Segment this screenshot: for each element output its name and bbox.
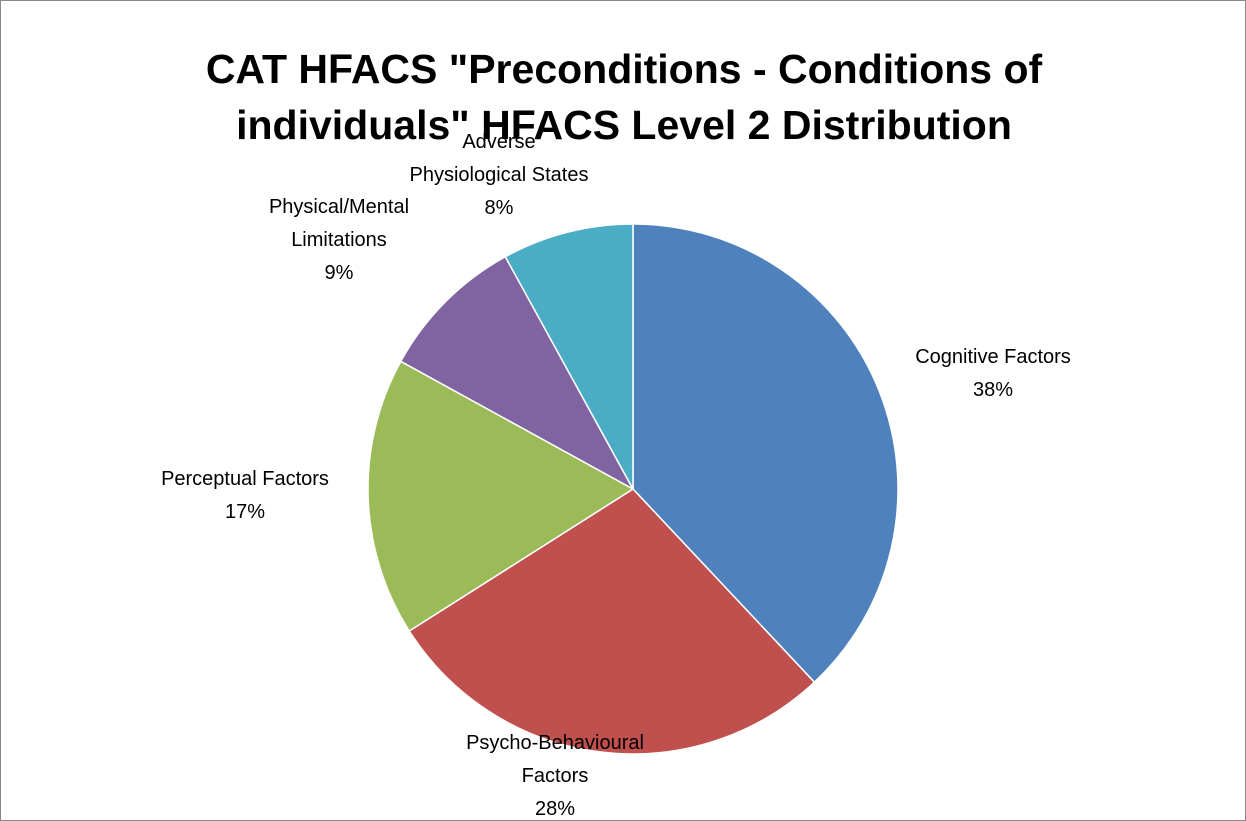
category-name: Cognitive Factors bbox=[915, 346, 1071, 368]
value-label: 8% bbox=[484, 197, 514, 219]
pie-slice bbox=[504, 223, 634, 490]
pie-slice bbox=[367, 360, 635, 633]
value-label: 38% bbox=[972, 379, 1014, 401]
pie-slice bbox=[399, 255, 635, 491]
pie-slice bbox=[632, 223, 899, 684]
slice-label: Adverse Physiological States 8% bbox=[409, 126, 589, 225]
slice-label: Physical/Mental Limitations 9% bbox=[239, 191, 439, 290]
category-name: Perceptual Factors bbox=[161, 468, 329, 490]
pie-slice bbox=[408, 488, 816, 755]
value-label: 17% bbox=[224, 501, 266, 523]
slice-label: Cognitive Factors 38% bbox=[873, 341, 1113, 407]
slice-label: Psycho-Behavioural Factors 28% bbox=[435, 727, 675, 820]
category-name: Adverse Physiological States bbox=[409, 131, 589, 186]
value-label: 28% bbox=[534, 798, 576, 820]
category-name: Psycho-Behavioural Factors bbox=[466, 732, 644, 787]
value-label: 9% bbox=[324, 262, 354, 284]
chart-title: CAT HFACS "Preconditions - Conditions of… bbox=[205, 46, 1043, 148]
slice-label: Perceptual Factors 17% bbox=[125, 463, 365, 529]
category-name: Physical/Mental Limitations bbox=[268, 196, 410, 251]
